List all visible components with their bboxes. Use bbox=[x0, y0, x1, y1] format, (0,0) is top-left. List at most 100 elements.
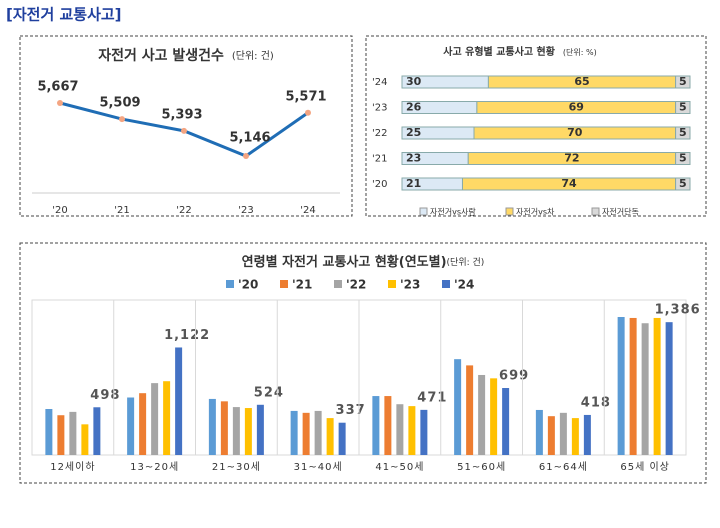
x-tick-label: '22 bbox=[176, 205, 191, 216]
bar bbox=[45, 409, 53, 455]
data-label: 471 bbox=[417, 390, 447, 405]
y-tick-label: '22 bbox=[372, 128, 387, 139]
data-label: 337 bbox=[336, 403, 366, 418]
panel bbox=[19, 242, 707, 484]
x-tick-label: '24 bbox=[300, 205, 315, 216]
data-label: 5,509 bbox=[99, 96, 140, 111]
data-label: 25 bbox=[406, 126, 421, 139]
data-label: 1,122 bbox=[164, 328, 210, 343]
data-label: 5,667 bbox=[37, 80, 78, 95]
bar bbox=[326, 418, 334, 455]
y-tick-label: '24 bbox=[372, 77, 387, 88]
bar bbox=[547, 416, 555, 455]
legend-label: 자전거단독 bbox=[602, 207, 639, 217]
bar bbox=[384, 396, 392, 455]
legend-label: '23 bbox=[400, 278, 420, 292]
page-title: [자전거 교통사고] bbox=[6, 6, 122, 24]
bar bbox=[220, 401, 228, 455]
bar bbox=[653, 317, 661, 455]
legend-swatch bbox=[505, 207, 514, 216]
data-label: 5 bbox=[679, 177, 687, 190]
legend-label: 자전거vs사람 bbox=[430, 207, 476, 217]
x-tick-label: 51~60세 bbox=[457, 461, 506, 473]
data-label: 26 bbox=[406, 101, 422, 114]
marker bbox=[119, 116, 125, 123]
y-tick-label: '20 bbox=[372, 179, 387, 190]
legend-swatch bbox=[419, 207, 428, 216]
legend-swatch bbox=[442, 280, 450, 288]
data-label: 418 bbox=[581, 395, 611, 410]
legend-swatch bbox=[226, 280, 234, 288]
bar bbox=[175, 347, 183, 455]
data-label: 498 bbox=[90, 388, 120, 403]
legend-swatch bbox=[280, 280, 288, 288]
legend-swatch bbox=[388, 280, 396, 288]
bar bbox=[571, 418, 579, 455]
bar bbox=[163, 381, 171, 455]
marker bbox=[305, 109, 311, 116]
data-label: 5 bbox=[679, 126, 687, 139]
bar bbox=[559, 412, 567, 455]
bar bbox=[408, 406, 416, 455]
bar bbox=[69, 411, 77, 455]
legend-swatch bbox=[334, 280, 342, 288]
x-tick-label: '21 bbox=[114, 205, 129, 216]
data-label: 5,393 bbox=[161, 107, 202, 122]
chart-title: 사고 유형별 교통사고 현황 (단위: %) bbox=[443, 45, 596, 58]
data-label: 5,146 bbox=[229, 131, 270, 146]
data-label: 699 bbox=[499, 369, 529, 384]
bar bbox=[151, 383, 159, 455]
bar bbox=[535, 409, 543, 455]
panel bbox=[19, 35, 353, 217]
bar bbox=[478, 374, 486, 455]
data-label: 5 bbox=[679, 75, 687, 88]
bar-segment bbox=[675, 101, 691, 114]
title: 사고 유형별 교통사고 현황 bbox=[443, 45, 555, 58]
y-tick-label: '21 bbox=[372, 154, 387, 165]
x-tick-label: 12세이하 bbox=[50, 460, 95, 473]
x-tick-label: 13~20세 bbox=[130, 461, 179, 473]
title: 자전거 사고 발생건수 bbox=[98, 47, 224, 64]
legend-label: '20 bbox=[238, 278, 258, 292]
bar bbox=[617, 317, 625, 455]
marker bbox=[181, 127, 187, 134]
data-label: 30 bbox=[406, 75, 422, 88]
bar bbox=[93, 407, 101, 455]
bar bbox=[502, 388, 510, 455]
x-tick-label: 31~40세 bbox=[294, 461, 343, 473]
data-label: 72 bbox=[564, 152, 579, 165]
bar bbox=[420, 409, 428, 455]
bar bbox=[396, 404, 404, 455]
data-label: 70 bbox=[567, 126, 583, 139]
legend-label: '22 bbox=[346, 278, 366, 292]
x-tick-label: 21~30세 bbox=[212, 461, 261, 473]
data-label: 74 bbox=[561, 177, 577, 190]
bar bbox=[665, 322, 673, 455]
bar bbox=[139, 393, 147, 455]
data-label: 524 bbox=[254, 385, 284, 400]
subtitle: (단위: %) bbox=[563, 47, 597, 57]
title: 연령별 자전거 교통사고 현황(연도별) bbox=[242, 254, 447, 270]
data-label: 65 bbox=[574, 75, 589, 88]
x-tick-label: 65세 이상 bbox=[620, 461, 670, 473]
legend-label: '21 bbox=[292, 278, 312, 292]
legend-swatch bbox=[591, 207, 600, 216]
x-tick-label: 41~50세 bbox=[375, 461, 424, 473]
bar bbox=[372, 396, 380, 455]
data-label: 1,386 bbox=[655, 303, 701, 318]
subtitle: (단위: 건) bbox=[447, 257, 485, 268]
bar bbox=[127, 397, 135, 455]
bar bbox=[466, 365, 474, 455]
bar-segment bbox=[675, 75, 691, 89]
data-label: 5,571 bbox=[285, 89, 326, 104]
bar bbox=[208, 398, 216, 455]
bar bbox=[57, 415, 65, 455]
data-label: 5 bbox=[679, 152, 687, 165]
bar bbox=[290, 410, 298, 455]
chart-title: 연령별 자전거 교통사고 현황(연도별)(단위: 건) bbox=[242, 254, 485, 270]
legend-label: 자전거vs차 bbox=[516, 207, 555, 217]
bar bbox=[256, 404, 264, 455]
bar bbox=[490, 378, 498, 455]
bar bbox=[81, 424, 89, 455]
